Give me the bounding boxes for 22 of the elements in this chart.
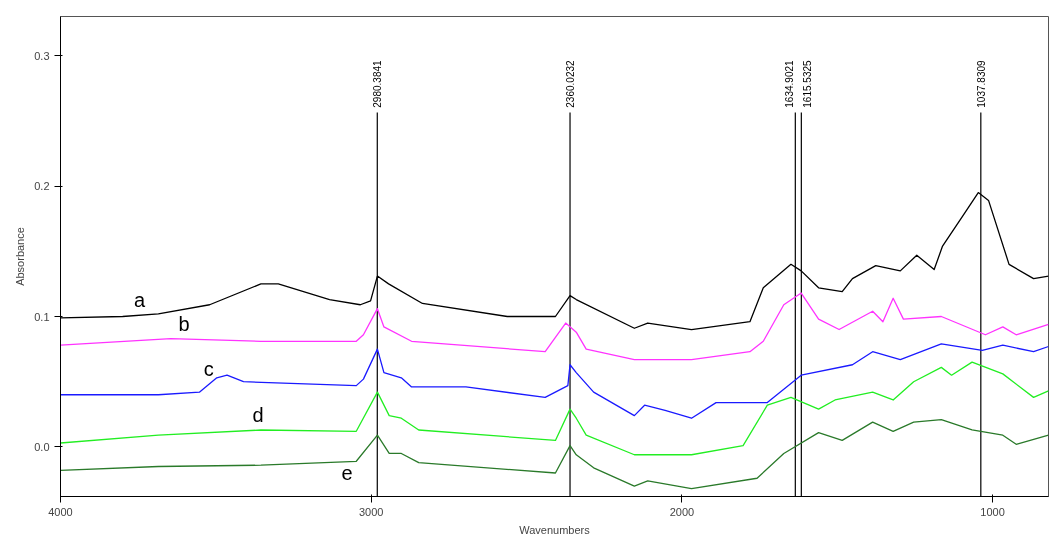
ref-line-label: 1037.8309: [975, 59, 987, 108]
y-tick-label: 0.3: [34, 49, 50, 62]
ref-line-label: 2360.0232: [565, 59, 577, 108]
y-axis-title: Absorbance: [14, 227, 27, 286]
line-series: [60, 292, 1049, 361]
series-label: a: [133, 289, 146, 312]
x-axis-title: Wavenumbers: [519, 523, 591, 536]
y-tick-label: 0.1: [34, 310, 50, 323]
x-tick-label: 2000: [669, 505, 695, 518]
x-tick-label: 1000: [980, 505, 1005, 518]
ref-line-label: 1634.9021: [784, 59, 796, 108]
line-series: [60, 361, 1049, 456]
y-tick-label: 0.2: [34, 180, 50, 193]
y-tick-label: 0.0: [34, 440, 50, 453]
series-label: b: [178, 313, 190, 336]
x-tick-label: 4000: [48, 505, 73, 518]
ref-line-label: 1615.5325: [802, 59, 814, 108]
ref-line-label: 2980.3841: [372, 59, 384, 108]
x-tick-label: 3000: [358, 505, 384, 518]
series-label: c: [203, 358, 214, 381]
series-label: d: [252, 404, 264, 427]
series-label: e: [341, 461, 353, 484]
